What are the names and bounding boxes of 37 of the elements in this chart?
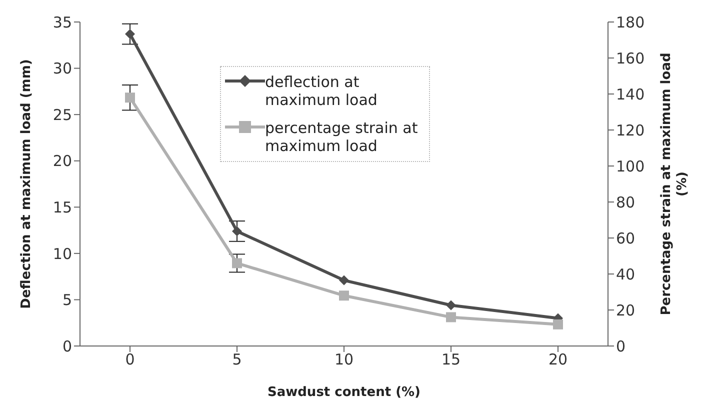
y-axis-title: Deflection at maximum load (mm) <box>19 59 34 309</box>
y2-tick-label: 100 <box>616 157 645 176</box>
y-tick-label: 15 <box>52 198 72 216</box>
x-tick-label: 10 <box>334 350 354 369</box>
y-tick-label: 25 <box>52 106 72 124</box>
y-tick-label: 20 <box>52 152 72 170</box>
y-tick-label: 5 <box>62 291 72 310</box>
point <box>232 258 242 268</box>
y2-tick-label: 180 <box>616 13 645 32</box>
y-tick-label: 10 <box>52 244 72 263</box>
x-tick-label: 0 <box>125 350 135 369</box>
legend-label: percentage strain at maximum load <box>265 119 419 155</box>
y-tick-label: 0 <box>62 337 72 356</box>
point <box>125 92 135 103</box>
point <box>125 29 135 40</box>
point <box>446 312 456 322</box>
y2-tick-label: 60 <box>616 229 636 248</box>
y2-tick-label: 0 <box>616 337 626 356</box>
point <box>232 226 242 236</box>
point <box>553 319 563 330</box>
x-tick-label: 20 <box>548 350 568 369</box>
y2-axis-title: Percentage strain at maximum load (%) <box>659 52 690 316</box>
y2-tick-label: 120 <box>616 121 645 140</box>
y2-tick-label: 20 <box>616 301 636 320</box>
point <box>339 290 349 301</box>
y2-tick-label: 80 <box>616 193 636 212</box>
y2-tick-label: 160 <box>616 49 645 68</box>
legend-label: deflection at maximum load <box>265 73 378 109</box>
y2-tick-label: 40 <box>616 265 636 284</box>
y-tick-label: 35 <box>52 13 72 32</box>
y2-tick-label: 140 <box>616 85 645 104</box>
x-tick-label: 15 <box>441 350 461 369</box>
point <box>339 275 349 286</box>
point <box>446 300 456 310</box>
x-tick-label: 5 <box>232 350 242 369</box>
y-tick-label: 30 <box>52 60 72 78</box>
x-axis-title: Sawdust content (%) <box>267 385 421 400</box>
